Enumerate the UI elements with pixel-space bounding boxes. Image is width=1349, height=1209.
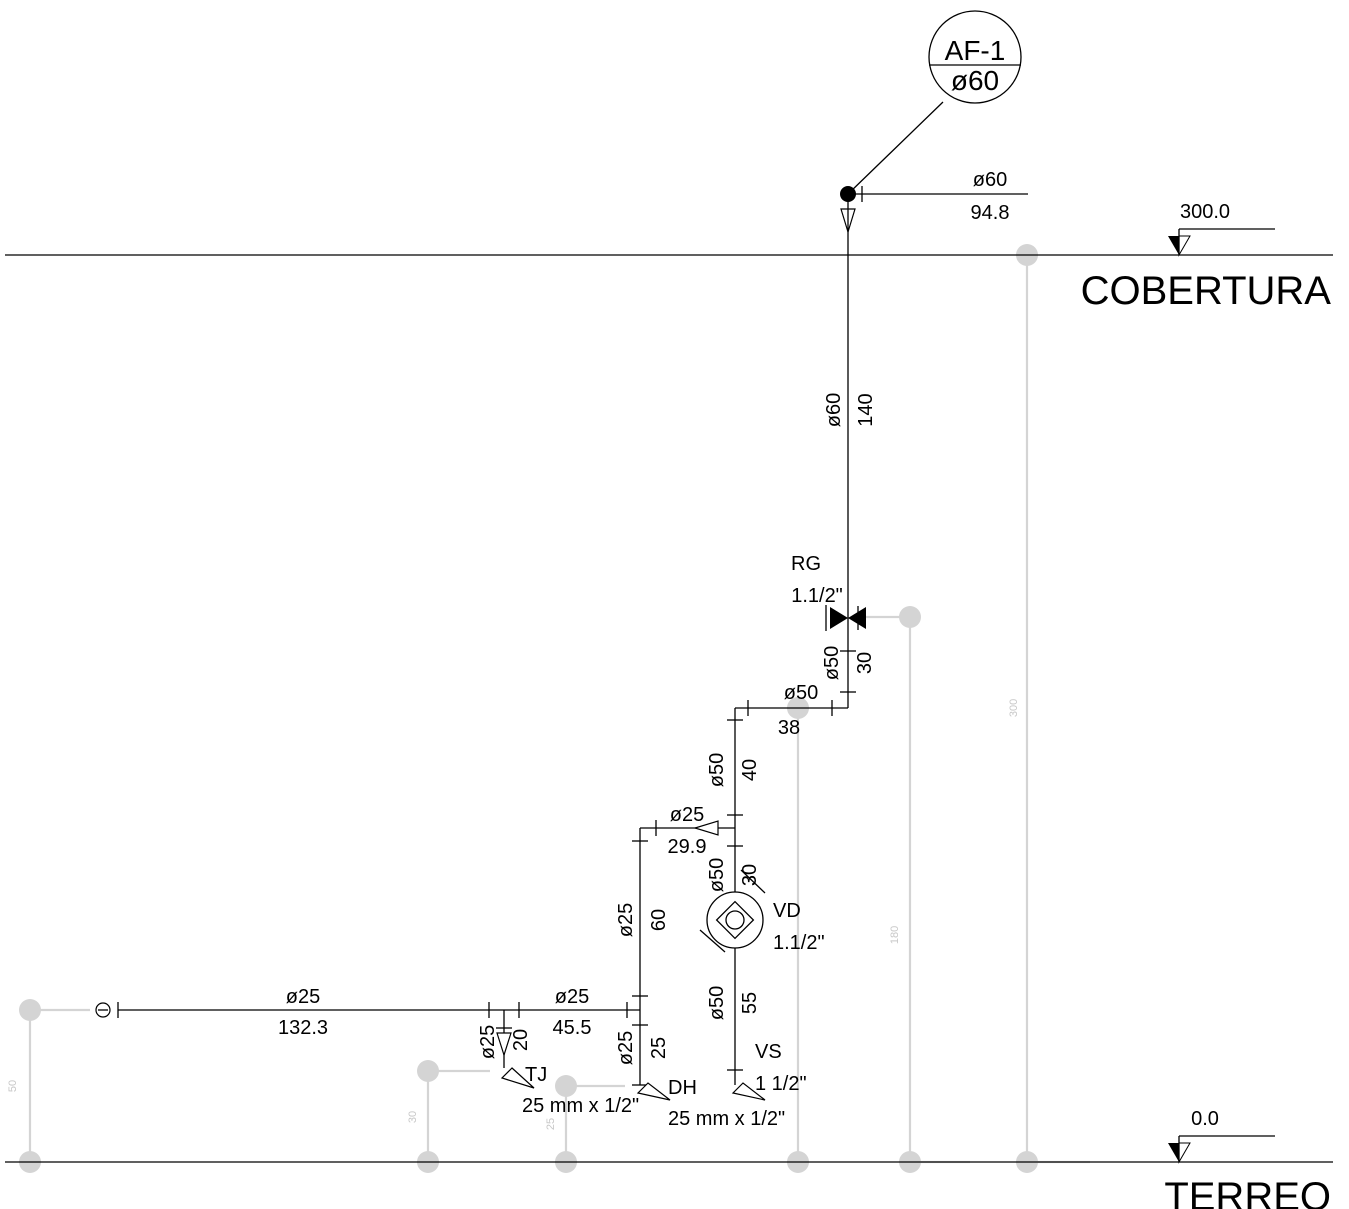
- fixture-name: DH: [668, 1077, 697, 1099]
- segment-length: 132.3: [278, 1017, 328, 1039]
- segment-length: 60: [648, 909, 670, 931]
- height-label: 300: [1008, 699, 1020, 717]
- pipe-labels: ø60 94.8 ø60 140 RG 1.1/2" ø50 30 ø50 38…: [278, 169, 1010, 1130]
- level-name: TERREO: [1164, 1175, 1331, 1209]
- riser-diameter: ø60: [823, 393, 845, 427]
- fixture-size: 1 1/2": [755, 1073, 807, 1095]
- column-id: AF-1: [945, 35, 1006, 66]
- segment-length: 30: [739, 864, 761, 886]
- segment-diameter: ø25: [477, 1025, 499, 1059]
- segment-length: 29.9: [668, 836, 707, 858]
- segment-diameter: ø50: [784, 682, 818, 704]
- segment-diameter: ø25: [615, 903, 637, 937]
- segment-length: 45.5: [553, 1017, 592, 1039]
- level-elevation: 300.0: [1180, 201, 1230, 223]
- height-label: 30: [407, 1111, 419, 1123]
- height-label: 50: [7, 1080, 19, 1092]
- segment-diameter: ø50: [706, 753, 728, 787]
- level-cobertura: 300.0 COBERTURA: [5, 201, 1333, 313]
- height-label: 180: [889, 926, 901, 944]
- riser-length: 140: [855, 393, 877, 426]
- level-elevation: 0.0: [1191, 1108, 1219, 1130]
- valve-size: 1.1/2": [773, 932, 825, 954]
- valve-name: VD: [773, 900, 801, 922]
- fixture-name: VS: [755, 1041, 782, 1063]
- valve-name: RG: [791, 553, 821, 575]
- column-tag: AF-1 ø60: [847, 10, 1022, 195]
- column-diameter: ø60: [951, 65, 999, 96]
- segment-length: 40: [739, 759, 761, 781]
- segment-length: 30: [854, 652, 876, 674]
- fixture-name: TJ: [525, 1064, 547, 1086]
- segment-length: 38: [778, 717, 800, 739]
- level-terreo: 0.0 TERREO: [5, 1108, 1333, 1209]
- segment-diameter: ø50: [821, 646, 843, 680]
- fixture-size: 25 mm x 1/2": [522, 1095, 639, 1117]
- segment-diameter: ø25: [615, 1031, 637, 1065]
- segment-length: 20: [510, 1029, 532, 1051]
- fixture-size: 25 mm x 1/2": [668, 1108, 785, 1130]
- segment-diameter: ø50: [706, 986, 728, 1020]
- segment-length: 55: [739, 992, 761, 1014]
- segment-diameter: ø25: [670, 804, 704, 826]
- segment-length: 25: [648, 1037, 670, 1059]
- height-references: 300 180 50 30 25: [7, 244, 1090, 1173]
- pipe-network: [95, 186, 1028, 1101]
- segment-diameter: ø25: [555, 986, 589, 1008]
- level-name: COBERTURA: [1081, 269, 1332, 313]
- height-label: 25: [545, 1118, 557, 1130]
- top-branch-length: 94.8: [971, 202, 1010, 224]
- segment-diameter: ø25: [286, 986, 320, 1008]
- top-branch-diameter: ø60: [973, 169, 1007, 191]
- valve-size: 1.1/2": [791, 585, 843, 607]
- segment-diameter: ø50: [706, 858, 728, 892]
